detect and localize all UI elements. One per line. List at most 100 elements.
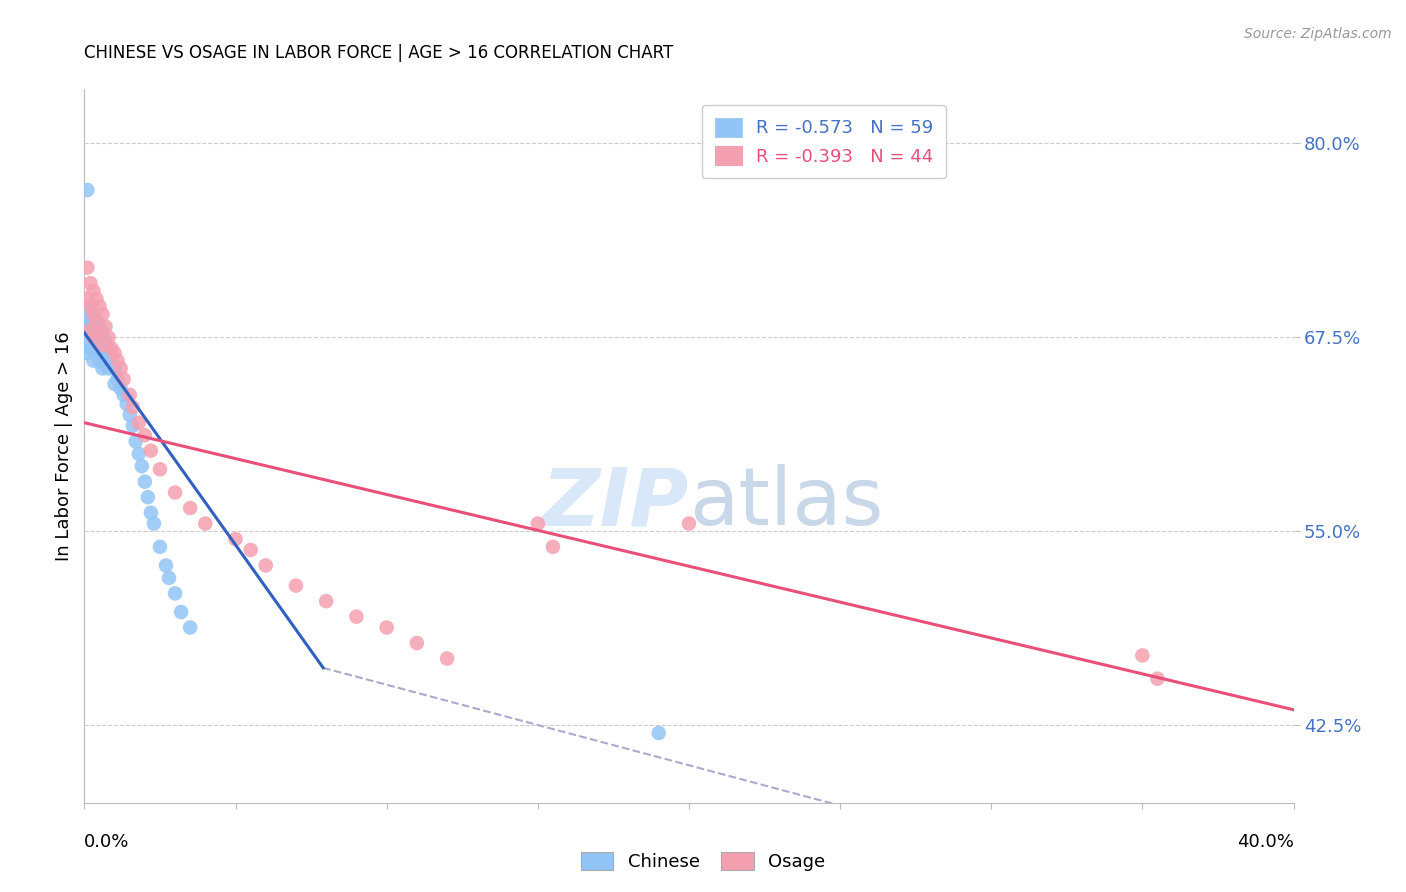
Point bbox=[110, 361, 132, 376]
Point bbox=[121, 401, 143, 415]
Point bbox=[112, 372, 135, 386]
Point bbox=[1146, 672, 1168, 686]
Point bbox=[91, 341, 114, 355]
Point bbox=[375, 620, 398, 634]
Point bbox=[128, 416, 150, 430]
Point bbox=[284, 579, 308, 593]
Point bbox=[110, 382, 132, 396]
Point bbox=[118, 388, 141, 402]
Point bbox=[86, 319, 108, 334]
Point bbox=[86, 343, 108, 357]
Text: 40.0%: 40.0% bbox=[1237, 833, 1294, 851]
Point bbox=[647, 726, 671, 740]
Point bbox=[91, 338, 114, 352]
Point bbox=[89, 341, 111, 355]
Point bbox=[79, 299, 101, 313]
Point bbox=[541, 540, 564, 554]
Point bbox=[163, 485, 186, 500]
Point bbox=[82, 323, 104, 337]
Point bbox=[100, 351, 122, 365]
Point bbox=[82, 307, 104, 321]
Point bbox=[79, 302, 101, 317]
Point bbox=[104, 361, 127, 376]
Point bbox=[149, 462, 172, 476]
Point bbox=[406, 636, 429, 650]
Point bbox=[194, 516, 217, 531]
Point bbox=[76, 315, 98, 329]
Point bbox=[149, 540, 172, 554]
Point bbox=[91, 307, 114, 321]
Point bbox=[678, 516, 700, 531]
Text: atlas: atlas bbox=[689, 464, 883, 542]
Point bbox=[170, 605, 193, 619]
Point bbox=[79, 334, 101, 348]
Point bbox=[86, 327, 108, 342]
Point bbox=[82, 353, 104, 368]
Point bbox=[134, 475, 156, 489]
Point bbox=[86, 313, 108, 327]
Point bbox=[157, 571, 180, 585]
Point bbox=[179, 620, 201, 634]
Point bbox=[239, 543, 262, 558]
Legend: R = -0.573   N = 59, R = -0.393   N = 44: R = -0.573 N = 59, R = -0.393 N = 44 bbox=[702, 105, 946, 178]
Point bbox=[94, 319, 117, 334]
Point bbox=[97, 361, 120, 376]
Point bbox=[79, 310, 101, 325]
Point bbox=[155, 558, 177, 573]
Point bbox=[76, 292, 98, 306]
Point bbox=[82, 315, 104, 329]
Point bbox=[86, 334, 108, 349]
Point bbox=[121, 418, 143, 433]
Point bbox=[76, 346, 98, 360]
Text: ZIP: ZIP bbox=[541, 464, 689, 542]
Point bbox=[76, 183, 98, 197]
Point bbox=[1130, 648, 1153, 663]
Text: Source: ZipAtlas.com: Source: ZipAtlas.com bbox=[1244, 27, 1392, 41]
Point bbox=[139, 506, 162, 520]
Point bbox=[89, 353, 111, 368]
Point bbox=[115, 397, 138, 411]
Point bbox=[82, 330, 104, 344]
Point bbox=[94, 346, 117, 360]
Point bbox=[436, 651, 458, 665]
Point bbox=[82, 284, 104, 298]
Point bbox=[346, 609, 368, 624]
Point bbox=[134, 428, 156, 442]
Point bbox=[79, 341, 101, 355]
Point bbox=[100, 341, 122, 355]
Point bbox=[136, 490, 159, 504]
Point bbox=[82, 330, 104, 344]
Point bbox=[104, 376, 127, 391]
Point bbox=[254, 558, 277, 573]
Point bbox=[139, 443, 162, 458]
Point bbox=[89, 334, 111, 348]
Point bbox=[89, 318, 111, 332]
Point bbox=[125, 434, 148, 449]
Y-axis label: In Labor Force | Age > 16: In Labor Force | Age > 16 bbox=[55, 331, 73, 561]
Point bbox=[79, 318, 101, 332]
Point bbox=[107, 353, 129, 368]
Legend: Chinese, Osage: Chinese, Osage bbox=[574, 845, 832, 879]
Point bbox=[86, 315, 108, 329]
Point bbox=[118, 408, 141, 422]
Point bbox=[225, 532, 247, 546]
Point bbox=[79, 326, 101, 340]
Point bbox=[91, 334, 114, 348]
Point bbox=[128, 447, 150, 461]
Point bbox=[526, 516, 548, 531]
Point bbox=[89, 326, 111, 340]
Point bbox=[94, 334, 117, 349]
Point bbox=[94, 357, 117, 371]
Point bbox=[97, 341, 120, 355]
Point bbox=[142, 516, 165, 531]
Point bbox=[104, 346, 127, 360]
Point bbox=[79, 323, 101, 337]
Text: 0.0%: 0.0% bbox=[84, 833, 129, 851]
Point bbox=[82, 338, 104, 352]
Text: CHINESE VS OSAGE IN LABOR FORCE | AGE > 16 CORRELATION CHART: CHINESE VS OSAGE IN LABOR FORCE | AGE > … bbox=[84, 45, 673, 62]
Point bbox=[89, 326, 111, 340]
Point bbox=[91, 361, 114, 376]
Point bbox=[82, 307, 104, 321]
Point bbox=[97, 330, 120, 344]
Point bbox=[179, 501, 201, 516]
